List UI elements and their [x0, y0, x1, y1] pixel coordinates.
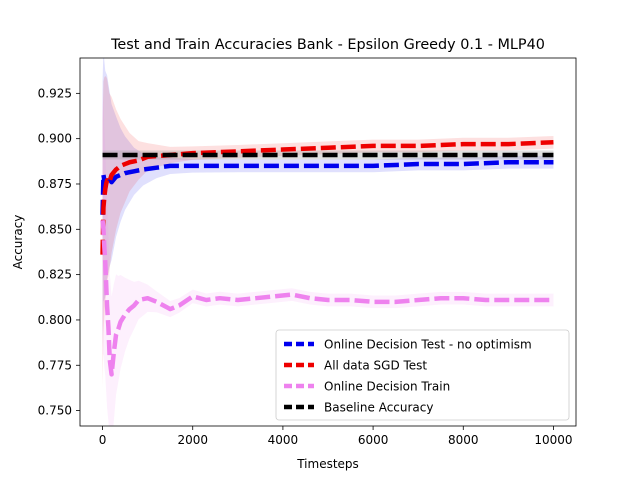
series-line	[100, 140, 554, 255]
x-tick-label: 0	[99, 433, 107, 447]
y-tick-label: 0.800	[38, 313, 72, 327]
y-tick-label: 0.850	[38, 222, 72, 236]
axes-frame	[79, 57, 577, 427]
x-axis-ticks: 0 2000 4000 6000 8000 10000	[99, 426, 573, 447]
x-tick-label: 2000	[177, 433, 208, 447]
y-tick-label: 0.775	[38, 358, 72, 372]
x-axis-label: Timesteps	[296, 457, 359, 471]
y-axis-label: Accuracy	[11, 215, 25, 270]
legend-label: Baseline Accuracy	[324, 401, 433, 415]
y-tick-label: 0.825	[38, 268, 72, 282]
y-tick-label: 0.925	[38, 86, 72, 100]
legend-box	[275, 329, 570, 421]
series-line	[100, 220, 554, 377]
chart-title: Test and Train Accuracies Bank - Epsilon…	[110, 37, 545, 53]
y-axis-ticks: 0.750 0.775 0.800 0.825 0.850 0.875 0.900 0.925	[38, 86, 80, 418]
x-tick-label: 6000	[358, 433, 389, 447]
y-tick-label: 0.875	[38, 177, 72, 191]
series-lines	[100, 140, 554, 377]
y-tick-label: 0.900	[38, 132, 72, 146]
legend-label: Online Decision Test - no optimism	[324, 338, 532, 352]
x-tick-label: 4000	[268, 433, 299, 447]
x-tick-label: 8000	[448, 433, 479, 447]
legend-label: Online Decision Train	[324, 380, 450, 394]
x-tick-label: 10000	[534, 433, 572, 447]
y-tick-label: 0.750	[38, 404, 72, 418]
legend: Online Decision Test - no optimism All da…	[275, 329, 570, 421]
legend-label: All data SGD Test	[324, 359, 427, 373]
